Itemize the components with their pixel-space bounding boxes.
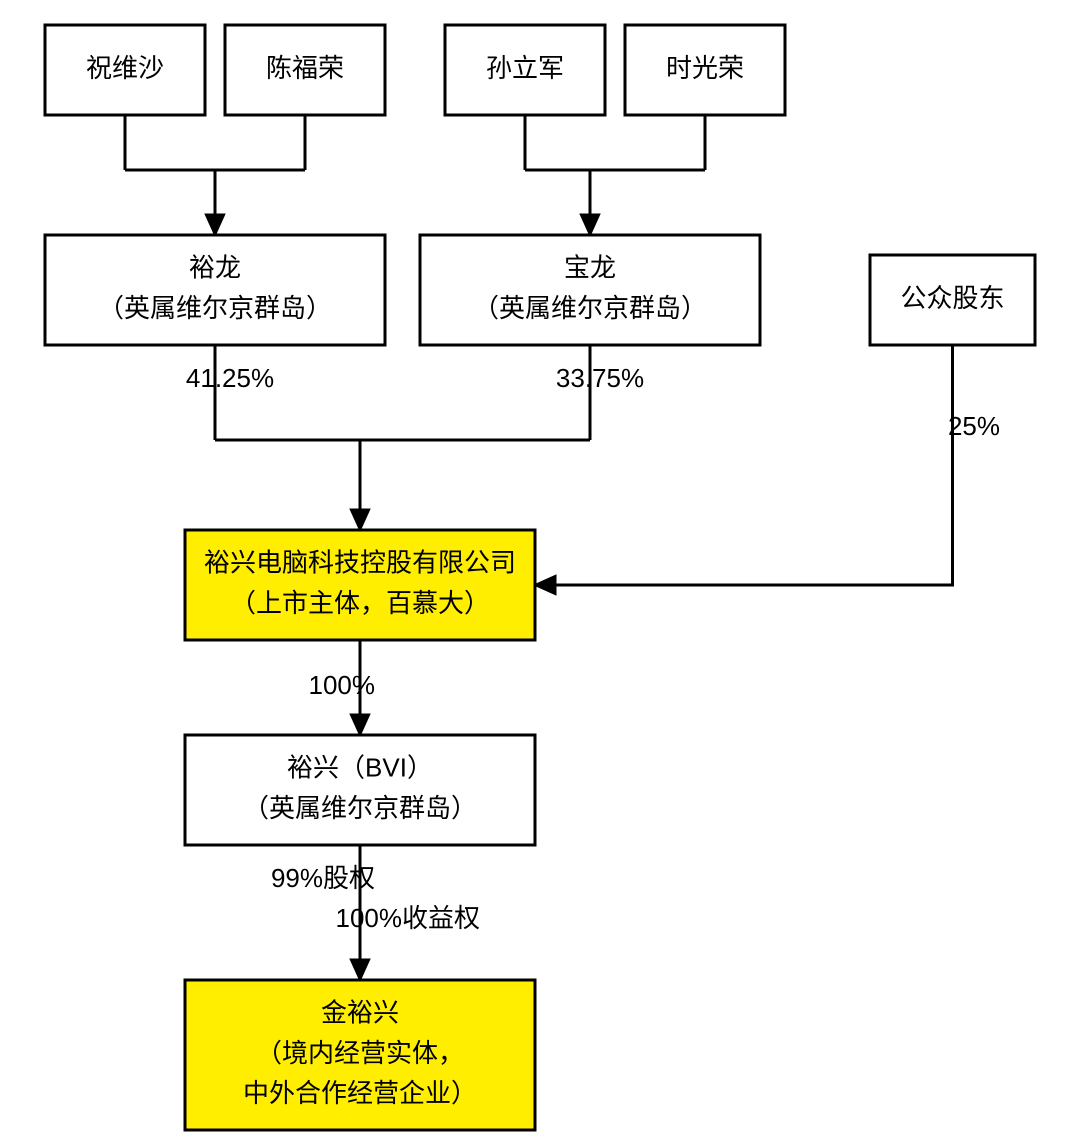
node-label-line: （英属维尔京群岛） [98,293,332,323]
edge-percent-label: 99%股权 [271,863,375,893]
node-label-line: 宝龙 [564,253,616,283]
node-label-line: 裕兴（BVI） [287,753,433,783]
node-label-line: （英属维尔京群岛） [473,293,707,323]
node-p1: 祝维沙 [45,25,205,115]
node-label-line: 金裕兴 [321,998,399,1028]
node-p4: 时光荣 [625,25,785,115]
node-box [420,235,760,345]
edge-percent-label: 25% [948,411,1000,441]
node-label-line: （上市主体，百慕大） [230,588,490,618]
node-label-line: 时光荣 [666,53,744,83]
node-jin: 金裕兴 （境内经营实体， 中外合作经营企业） [185,980,535,1130]
node-bvi: 裕兴（BVI） （英属维尔京群岛） [185,735,535,845]
node-label-line: （英属维尔京群岛） [243,793,477,823]
node-label-line: 陈福荣 [266,53,344,83]
node-label-line: 裕兴电脑科技控股有限公司 [204,548,516,578]
node-yulong: 裕龙 （英属维尔京群岛） [45,235,385,345]
node-label-line: （境内经营实体， [256,1038,464,1068]
node-box [45,235,385,345]
node-baolong: 宝龙 （英属维尔京群岛） [420,235,760,345]
ownership-diagram: 41.25% 33.75% 25% 100% 99%股权 100%收益权 祝维沙 陈福荣 孙立军… [0,0,1080,1142]
node-p2: 陈福荣 [225,25,385,115]
node-label-line: 孙立军 [486,53,564,83]
edge-percent-label: 100% [309,670,376,700]
node-p3: 孙立军 [445,25,605,115]
node-box [185,530,535,640]
node-label-line: 公众股东 [900,283,1004,313]
node-label-line: 裕龙 [189,253,241,283]
node-public: 公众股东 [870,255,1035,345]
edge-percent-label: 100%收益权 [336,903,481,933]
node-label-line: 祝维沙 [86,53,164,83]
node-label-line: 中外合作经营企业） [243,1078,477,1108]
edge-percent-label: 33.75% [556,363,644,393]
node-box [185,735,535,845]
node-listed: 裕兴电脑科技控股有限公司 （上市主体，百慕大） [185,530,535,640]
edge-percent-label: 41.25% [186,363,274,393]
